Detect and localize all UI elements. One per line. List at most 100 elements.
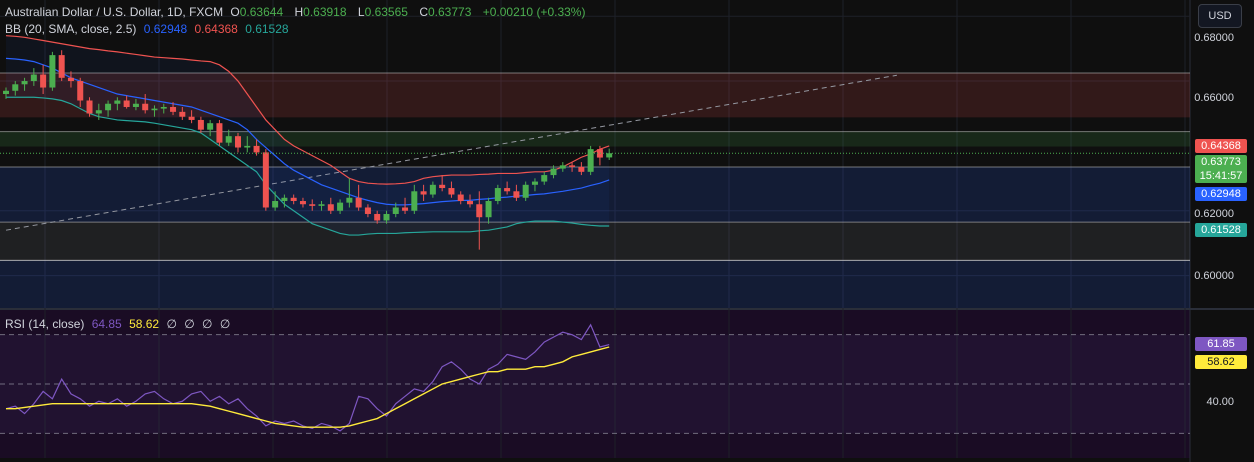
candle-body: [272, 201, 279, 208]
candle-body: [114, 100, 121, 104]
candle-body: [587, 149, 594, 172]
candle-body: [522, 184, 529, 198]
currency-button[interactable]: USD: [1198, 4, 1242, 28]
candle-body: [77, 81, 84, 101]
trendline: [5, 74, 897, 231]
candle-body: [40, 74, 47, 88]
candle-body: [207, 123, 214, 130]
placeholder-2: ∅: [184, 317, 195, 331]
candle-body: [439, 184, 446, 189]
candle-body: [253, 145, 260, 153]
bb-band-fill: [6, 35, 610, 236]
candle-body: [170, 106, 177, 112]
low-value: 0.63565: [364, 5, 408, 19]
candle-body: [3, 90, 9, 95]
low-label: L: [357, 5, 365, 19]
candle-body: [281, 197, 288, 202]
rsi-value: 64.85: [91, 317, 122, 331]
bb-label: BB (20, SMA, close, 2.5): [5, 22, 137, 36]
candle-body: [541, 175, 548, 182]
candle-body: [420, 191, 427, 195]
zone-box: [0, 131, 1190, 147]
rsi-band-fill: [0, 334, 1190, 434]
candle-body: [216, 123, 223, 143]
candle-body: [188, 116, 195, 120]
rsi-tick-label: 40.00: [1206, 396, 1234, 408]
candle-body: [485, 201, 492, 218]
candle-body: [151, 108, 158, 111]
candle-body: [123, 100, 130, 107]
candle-body: [346, 197, 353, 203]
candle-body: [58, 55, 65, 78]
candle-body: [494, 188, 501, 202]
bb-upper-value: 0.64368: [194, 22, 238, 36]
rsi-label: RSI (14, close): [5, 317, 85, 331]
candle-body: [132, 103, 139, 107]
zone-box: [0, 222, 1190, 261]
candle-body: [457, 194, 464, 202]
candle-body: [309, 204, 316, 206]
candle-body: [49, 55, 56, 88]
candle-body: [476, 204, 483, 218]
candle-body: [569, 165, 576, 167]
candle-body: [513, 191, 520, 198]
candle-body: [337, 202, 344, 211]
placeholder-4: ∅: [219, 317, 231, 331]
candle-body: [12, 84, 19, 91]
zone-box: [0, 166, 1190, 223]
open-label: O: [230, 5, 240, 19]
rsi-badge: 61.85: [1195, 337, 1247, 351]
candle-body: [402, 207, 409, 211]
bb-lower-line: [6, 96, 610, 236]
rsi-ma-line: [6, 346, 610, 428]
candle-body: [225, 136, 232, 143]
candle-body: [142, 103, 149, 111]
bb-basis-value: 0.62948: [143, 22, 188, 36]
candle-body: [30, 74, 37, 82]
candle-body: [429, 184, 436, 195]
candle-body: [21, 81, 28, 85]
bb-upper-badge: 0.64368: [1195, 139, 1247, 153]
placeholder-1: ∅: [166, 317, 177, 331]
zone-box: [0, 260, 1190, 308]
rsi-ma-value: 58.62: [129, 317, 160, 331]
candle-body: [327, 204, 334, 211]
rsi-ma-badge: 58.62: [1195, 355, 1247, 369]
bb-upper-line: [5, 35, 610, 185]
candle-body: [383, 213, 390, 221]
price-tick-label: 0.62000: [1194, 208, 1234, 220]
candle-body: [448, 188, 455, 195]
candle-body: [355, 197, 362, 208]
legend-rsi-row[interactable]: RSI (14, close) 64.85 58.62 ∅ ∅ ∅ ∅: [5, 317, 234, 331]
candle-body: [559, 165, 566, 169]
legend-bb-row[interactable]: BB (20, SMA, close, 2.5) 0.62948 0.64368…: [5, 22, 293, 36]
high-label: H: [294, 5, 304, 19]
candle-body: [262, 152, 269, 208]
candle-body: [235, 136, 241, 148]
change-value: +0.00210 (+0.33%): [482, 5, 586, 19]
candle-body: [290, 197, 297, 202]
candle-body: [67, 77, 74, 82]
candle-body: [596, 149, 603, 158]
candle-body: [299, 201, 306, 205]
legend-symbol-row: Australian Dollar / U.S. Dollar, 1D, FXC…: [5, 5, 589, 19]
close-label: C: [419, 5, 428, 19]
candle-body: [374, 213, 381, 221]
bb-basis-badge: 0.62948: [1195, 187, 1247, 201]
candle-body: [467, 201, 473, 205]
candle-body: [504, 188, 511, 192]
price-tick-label: 0.60000: [1194, 270, 1234, 282]
price-tick-label: 0.68000: [1194, 32, 1234, 44]
candle-body: [578, 166, 585, 172]
candle-body: [606, 153, 613, 158]
countdown-badge: 15:41:57: [1195, 169, 1247, 183]
candle-body: [364, 207, 371, 214]
placeholder-3: ∅: [202, 317, 213, 331]
close-value: 0.63773: [427, 5, 472, 19]
candle-body: [318, 204, 325, 206]
last-price-badge: 0.63773: [1195, 155, 1247, 169]
candle-body: [392, 207, 399, 214]
candle-body: [550, 168, 557, 176]
open-value: 0.63644: [239, 5, 284, 19]
